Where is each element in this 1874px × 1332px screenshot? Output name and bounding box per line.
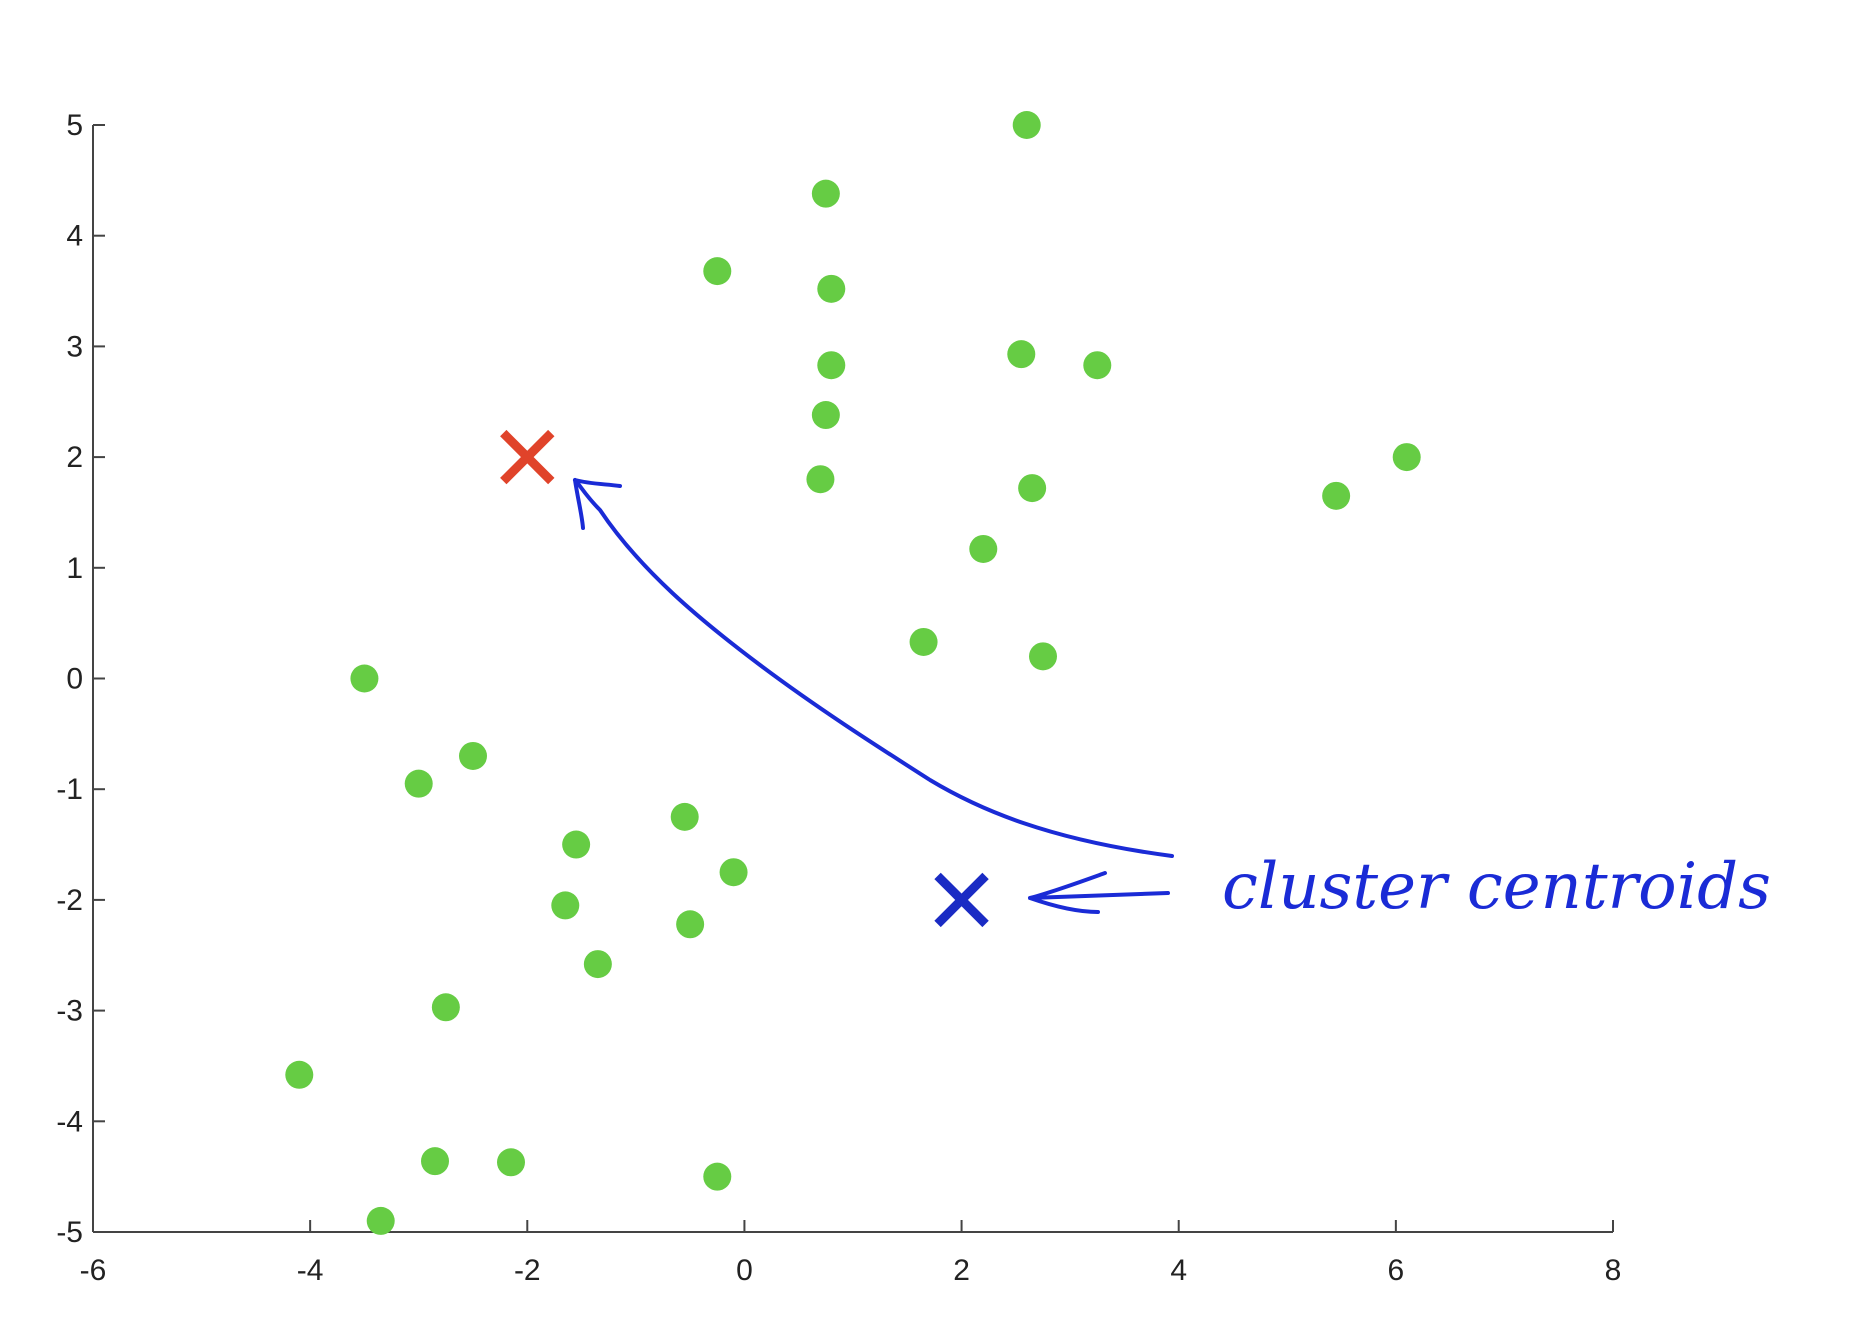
y-tick-label: -3	[56, 995, 83, 1028]
data-point	[583, 950, 612, 979]
data-point	[1322, 481, 1351, 510]
data-point	[285, 1060, 314, 1089]
data-point	[1392, 443, 1421, 472]
axes	[92, 125, 1613, 1233]
x-tick-label: 4	[1170, 1254, 1187, 1287]
y-tick-label: 2	[66, 441, 83, 474]
data-point	[811, 179, 840, 208]
data-point	[431, 993, 460, 1022]
data-point	[719, 858, 748, 887]
y-tick-label: 0	[66, 663, 83, 696]
data-point	[670, 802, 699, 831]
y-tick-label: -1	[56, 773, 83, 806]
x-tick-label: 8	[1605, 1254, 1622, 1287]
data-point	[817, 351, 846, 380]
curved-arrow-to-red-centroid	[573, 478, 1174, 858]
data-point	[1007, 340, 1036, 369]
data-point	[676, 910, 705, 939]
y-tick-label: 5	[66, 109, 83, 142]
y-tick-label: 4	[66, 220, 83, 253]
data-point	[1029, 642, 1057, 671]
data-point	[1012, 111, 1041, 139]
data-point	[703, 1162, 732, 1191]
data-point	[421, 1147, 449, 1176]
centroid-stroke	[934, 872, 989, 928]
data-point	[817, 274, 846, 303]
curved-arrow-head	[573, 478, 622, 530]
y-ticks: 5 4 3 2 1 0 -1 -2 -3 -4 -5	[56, 109, 105, 1249]
data-point	[562, 830, 591, 859]
x-ticks: -6 -4 -2 0 2 4 6 8	[80, 1220, 1622, 1287]
centroid-stroke	[500, 429, 555, 485]
data-point	[969, 534, 998, 563]
data-point	[551, 891, 580, 920]
x-tick-label: 0	[736, 1254, 753, 1287]
x-tick-label: 6	[1388, 1254, 1405, 1287]
data-point	[703, 257, 732, 286]
y-tick-label: 3	[66, 330, 83, 363]
y-tick-label: -5	[56, 1216, 83, 1249]
x-tick-label: -2	[514, 1254, 541, 1287]
y-tick-label: -2	[56, 884, 83, 917]
data-point	[350, 664, 379, 693]
x-tick-label: 2	[953, 1254, 970, 1287]
y-tick-label: 1	[66, 552, 83, 585]
data-point	[459, 741, 487, 770]
data-point	[404, 769, 433, 798]
data-points	[285, 111, 1421, 1235]
data-point	[497, 1148, 525, 1177]
handwritten-annotation: cluster centroids	[573, 478, 1771, 924]
y-tick-label: -4	[56, 1105, 83, 1138]
data-point	[909, 627, 938, 656]
blue-centroid-marker	[934, 872, 989, 928]
red-centroid-marker	[500, 429, 555, 485]
data-point	[806, 465, 835, 494]
x-tick-label: -6	[80, 1254, 107, 1287]
data-point	[1018, 474, 1047, 503]
data-point	[1083, 351, 1112, 380]
data-point	[366, 1206, 395, 1235]
cluster-centroid-markers	[500, 429, 989, 928]
annotation-label: cluster centroids	[1222, 850, 1771, 924]
straight-arrow-to-blue-centroid	[1028, 871, 1170, 914]
x-tick-label: -4	[297, 1254, 324, 1287]
data-point	[811, 401, 840, 430]
